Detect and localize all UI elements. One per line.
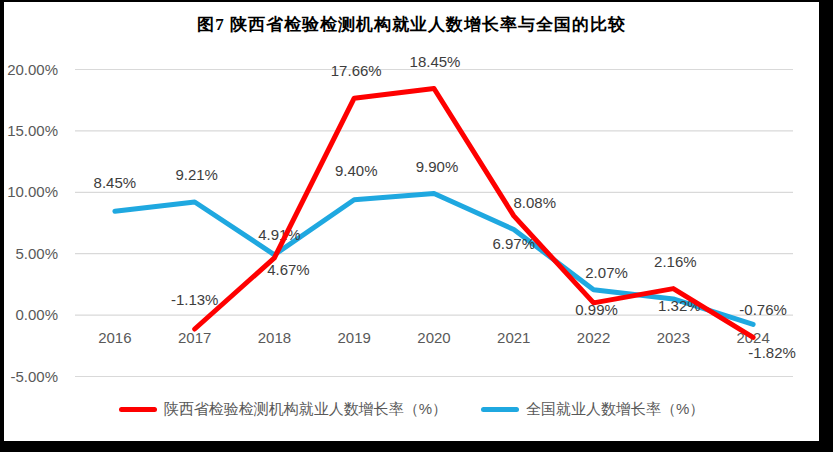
y-axis-tick-label: 10.00% xyxy=(7,183,58,200)
y-axis-tick-label: 5.00% xyxy=(15,245,58,262)
data-label: 6.97% xyxy=(493,235,536,252)
chart-plot-area: 20.00% 15.00% 10.00% 5.00% 0.00% -5.00% 2016 20… xyxy=(4,2,819,441)
data-label: 17.66% xyxy=(331,62,382,79)
legend-swatch-blue-line xyxy=(481,407,519,412)
y-axis-tick-label: -5.00% xyxy=(10,368,58,385)
chart-legend: 陕西省检验检测机构就业人数增长率（%） 全国就业人数增长率（%） xyxy=(4,400,819,419)
y-axis-tick-label: 15.00% xyxy=(7,122,58,139)
legend-label-shaanxi: 陕西省检验检测机构就业人数增长率（%） xyxy=(164,400,447,419)
x-axis-tick-label: 2018 xyxy=(258,329,291,346)
data-label: 18.45% xyxy=(410,53,461,70)
data-label: 2.16% xyxy=(654,253,697,270)
y-axis-tick-label: 20.00% xyxy=(7,61,58,78)
data-label: 9.90% xyxy=(416,158,459,175)
data-label: 8.45% xyxy=(94,174,137,191)
data-label: -1.82% xyxy=(748,344,796,361)
data-label: 8.08% xyxy=(514,194,557,211)
x-axis-tick-label: 2022 xyxy=(577,329,610,346)
data-label: 9.21% xyxy=(175,166,218,183)
x-axis-tick-label: 2020 xyxy=(417,329,450,346)
legend-item-shaanxi: 陕西省检验检测机构就业人数增长率（%） xyxy=(119,400,447,419)
data-label: -0.76% xyxy=(739,301,787,318)
x-axis-tick-label: 2019 xyxy=(338,329,371,346)
data-label: 9.40% xyxy=(335,162,378,179)
x-axis-tick-label: 2017 xyxy=(178,329,211,346)
data-label: 4.91% xyxy=(258,226,301,243)
legend-swatch-red-line xyxy=(119,407,157,412)
data-label: 2.07% xyxy=(585,264,628,281)
x-axis-tick-label: 2023 xyxy=(657,329,690,346)
legend-item-national: 全国就业人数增长率（%） xyxy=(481,400,704,419)
x-axis-tick-label: 2021 xyxy=(497,329,530,346)
data-label: -1.13% xyxy=(171,291,219,308)
data-label: 4.67% xyxy=(267,261,310,278)
x-axis-tick-label: 2016 xyxy=(98,329,131,346)
data-label: 0.99% xyxy=(575,301,618,318)
y-axis-tick-label: 0.00% xyxy=(15,306,58,323)
chart-frame: 图7 陕西省检验检测机构就业人数增长率与全国的比较 20.00%15.00%10… xyxy=(0,0,833,452)
legend-label-national: 全国就业人数增长率（%） xyxy=(526,400,704,419)
